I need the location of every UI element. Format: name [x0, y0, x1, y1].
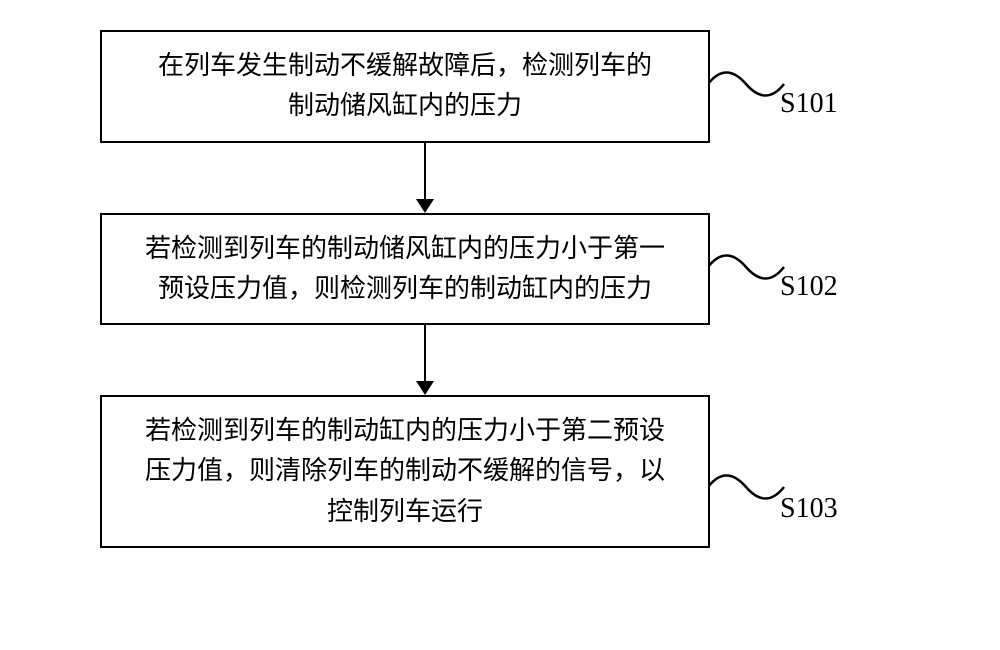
step-text-line: 压力值，则清除列车的制动不缓解的信号，以 [124, 451, 686, 491]
arrow-head-icon [416, 199, 434, 213]
step-text-line: 在列车发生制动不缓解故障后，检测列车的 [124, 46, 686, 86]
step-text-line: 若检测到列车的制动储风缸内的压力小于第一 [124, 229, 686, 269]
arrow-line [424, 325, 426, 381]
flowchart-container: 在列车发生制动不缓解故障后，检测列车的 制动储风缸内的压力 S101 若检测到列… [80, 30, 920, 548]
connector-squiggle [708, 247, 788, 287]
connector-squiggle [708, 64, 788, 104]
step-box-1: 在列车发生制动不缓解故障后，检测列车的 制动储风缸内的压力 [100, 30, 710, 143]
step-label: S103 [780, 493, 838, 525]
step-text-line: 预设压力值，则检测列车的制动缸内的压力 [124, 269, 686, 309]
step-text-line: 控制列车运行 [124, 492, 686, 532]
step-label: S102 [780, 271, 838, 303]
step-label: S101 [780, 88, 838, 120]
step-box-3: 若检测到列车的制动缸内的压力小于第二预设 压力值，则清除列车的制动不缓解的信号，… [100, 395, 710, 548]
flowchart-step: 若检测到列车的制动缸内的压力小于第二预设 压力值，则清除列车的制动不缓解的信号，… [80, 395, 920, 548]
step-text-line: 若检测到列车的制动缸内的压力小于第二预设 [124, 411, 686, 451]
step-text-line: 制动储风缸内的压力 [124, 86, 686, 126]
flow-arrow [100, 143, 750, 213]
connector-squiggle [708, 467, 788, 507]
arrow-line [424, 143, 426, 199]
flowchart-step: 在列车发生制动不缓解故障后，检测列车的 制动储风缸内的压力 S101 [80, 30, 920, 143]
flowchart-step: 若检测到列车的制动储风缸内的压力小于第一 预设压力值，则检测列车的制动缸内的压力… [80, 213, 920, 326]
flow-arrow [100, 325, 750, 395]
step-box-2: 若检测到列车的制动储风缸内的压力小于第一 预设压力值，则检测列车的制动缸内的压力 [100, 213, 710, 326]
arrow-head-icon [416, 381, 434, 395]
